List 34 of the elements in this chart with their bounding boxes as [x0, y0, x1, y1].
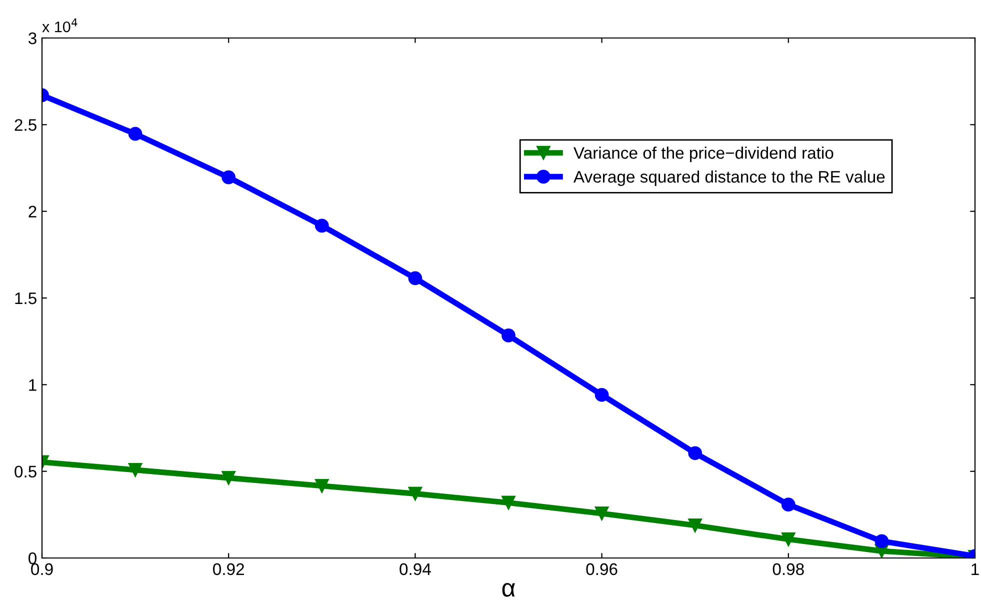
x-axis-title: α	[502, 583, 516, 597]
legend-label: Variance of the price−dividend ratio	[574, 146, 834, 162]
x-tick-label: 0.98	[772, 563, 804, 576]
x-tick-label: 0.96	[586, 563, 618, 576]
point	[502, 328, 516, 342]
point	[594, 388, 609, 402]
legend-label: Average squared distance to the RE value	[573, 170, 885, 186]
point	[222, 470, 236, 485]
point	[781, 498, 796, 512]
point	[688, 446, 702, 460]
point	[502, 496, 516, 510]
y-tick-label: 1	[29, 379, 36, 391]
text: x 10$^{4}$	[42, 18, 78, 32]
y-tick-label: 2	[28, 206, 36, 218]
point	[314, 478, 329, 493]
y-tick-label: 3	[28, 32, 36, 44]
point	[314, 218, 329, 233]
x-tick-label: 0.9	[31, 563, 53, 576]
y-tick-label: 1.5	[15, 292, 36, 304]
y-tick-label: 0.5	[14, 466, 36, 478]
y-tick-label: 2.5	[14, 119, 36, 131]
point	[128, 463, 142, 477]
x-tick-label: 1	[972, 563, 979, 575]
point	[594, 506, 609, 520]
x-tick-label: 0.92	[213, 563, 244, 576]
x-tick-label: 0.94	[400, 563, 431, 576]
point	[222, 170, 236, 184]
y-tick-label: 0	[28, 552, 36, 564]
point	[688, 518, 702, 532]
point	[408, 486, 422, 501]
point	[128, 126, 142, 141]
point	[781, 532, 796, 546]
point	[408, 271, 422, 286]
point	[874, 534, 889, 548]
